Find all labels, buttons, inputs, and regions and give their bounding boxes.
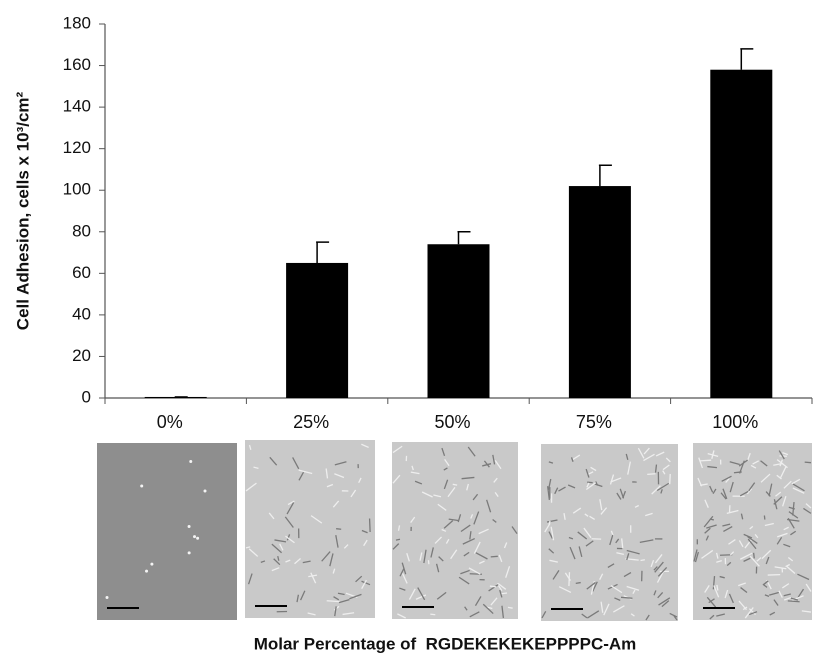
x-tick-label: 0% (157, 412, 183, 432)
particle (193, 535, 196, 538)
micrograph (245, 440, 375, 618)
cell (508, 607, 513, 608)
x-tick-label: 25% (293, 412, 329, 432)
y-tick-label: 60 (72, 263, 91, 282)
cell (430, 614, 435, 615)
bar (569, 186, 631, 398)
y-tick-label: 0 (82, 387, 91, 406)
cell (656, 465, 657, 473)
cell (647, 474, 655, 475)
particle (188, 525, 191, 528)
particle (106, 596, 109, 599)
error-bar (316, 242, 329, 263)
cell (805, 462, 811, 463)
y-tick-label: 80 (72, 221, 91, 240)
y-tick-label: 160 (63, 55, 91, 74)
micrograph (693, 443, 812, 620)
bar (286, 263, 348, 398)
particle (204, 489, 207, 492)
y-tick-label: 180 (63, 13, 91, 32)
cell (396, 539, 400, 540)
chart: Cell Adhesion, cells x 10³/cm² Molar Per… (0, 0, 813, 660)
x-tick-label: 100% (712, 412, 758, 432)
particle (145, 570, 148, 573)
cell (569, 572, 570, 586)
cell (576, 583, 581, 584)
particle (196, 537, 199, 540)
y-tick-label: 100 (63, 180, 91, 199)
y-tick-label: 120 (63, 138, 91, 157)
y-tick-label: 20 (72, 346, 91, 365)
cell (641, 560, 645, 561)
cell (336, 529, 341, 530)
error-bar (458, 232, 471, 244)
cell (327, 601, 340, 602)
cell (754, 553, 755, 559)
bar (710, 70, 772, 398)
particle (140, 485, 143, 488)
cell (453, 484, 457, 485)
particle (188, 551, 191, 554)
micrographs (97, 440, 812, 621)
particle (189, 460, 192, 463)
cell (717, 585, 718, 591)
bar (428, 244, 490, 398)
particle (150, 563, 153, 566)
error-bar (599, 165, 612, 186)
micrograph (97, 443, 237, 620)
cell (670, 474, 671, 484)
micrograph (541, 444, 678, 621)
cell (700, 460, 711, 461)
cell (788, 601, 800, 602)
y-tick-label: 140 (63, 97, 91, 116)
cell (587, 482, 593, 483)
cell (490, 586, 496, 587)
cell (491, 556, 498, 557)
y-tick-label: 40 (72, 304, 91, 323)
error-bar (740, 49, 753, 70)
x-tick-label: 50% (434, 412, 470, 432)
cell (370, 518, 371, 532)
x-axis-label: Molar Percentage of RGDEKEKEKEPPPPC-Am (254, 634, 637, 653)
y-axis-label: Cell Adhesion, cells x 10³/cm² (13, 91, 32, 330)
x-tick-label: 75% (576, 412, 612, 432)
